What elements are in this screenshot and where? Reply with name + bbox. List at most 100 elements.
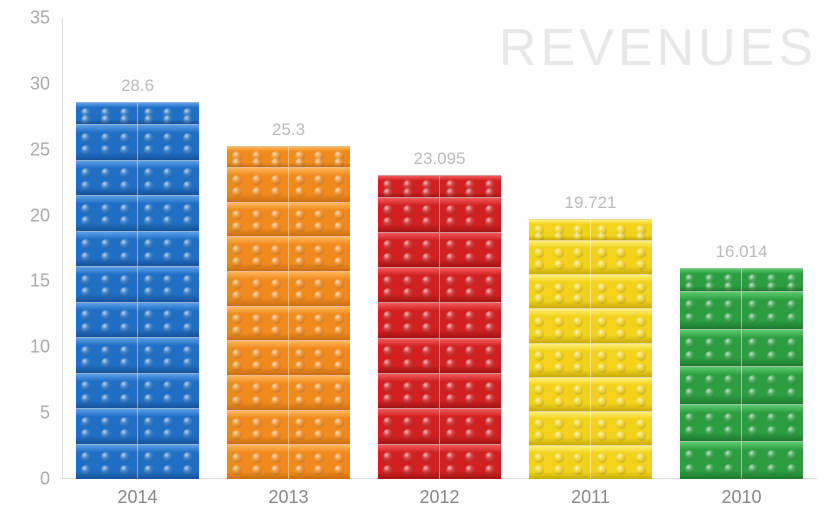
lego-stud xyxy=(724,351,734,361)
lego-stud xyxy=(422,253,432,263)
lego-stud xyxy=(573,419,583,429)
lego-stud xyxy=(144,204,154,214)
lego-stud xyxy=(485,452,495,462)
lego-stud xyxy=(383,311,393,321)
lego-stud xyxy=(705,300,715,310)
lego-stud xyxy=(101,429,111,439)
lego-stud xyxy=(787,426,797,436)
lego-stud xyxy=(163,452,173,462)
lego-brick xyxy=(227,167,351,202)
lego-stud xyxy=(144,429,154,439)
lego-stud xyxy=(573,260,583,270)
lego-stud xyxy=(232,222,242,232)
lego-stud xyxy=(314,418,324,428)
lego-stud xyxy=(383,188,393,197)
lego-stud xyxy=(485,359,495,369)
lego-stud xyxy=(636,260,646,270)
lego-stud xyxy=(787,450,797,460)
lego-stud xyxy=(636,351,646,361)
lego-stud xyxy=(252,187,262,197)
lego-stud xyxy=(81,394,91,404)
lego-stud xyxy=(232,187,242,197)
lego-stud xyxy=(573,363,583,373)
lego-stud xyxy=(120,381,130,391)
lego-stud xyxy=(334,291,344,301)
brick-half xyxy=(440,445,501,479)
brick-half xyxy=(591,378,652,411)
lego-stud xyxy=(724,300,734,310)
bar-slot: 19.721 xyxy=(515,18,666,479)
lego-stud xyxy=(101,381,111,391)
lego-stud xyxy=(403,429,413,439)
lego-stud xyxy=(534,248,544,258)
lego-stud xyxy=(163,417,173,427)
bar-slot: 23.095 xyxy=(364,18,515,479)
lego-stud xyxy=(120,252,130,262)
lego-stud xyxy=(534,329,544,339)
lego-stud xyxy=(597,453,607,463)
lego-stud xyxy=(295,361,305,371)
lego-stud xyxy=(120,323,130,333)
lego-stud xyxy=(748,464,758,474)
lego-stud xyxy=(81,452,91,462)
lego-stud xyxy=(597,248,607,258)
lego-stud xyxy=(314,465,324,475)
lego-stud xyxy=(724,413,734,423)
lego-stud xyxy=(446,311,456,321)
lego-stud xyxy=(252,210,262,220)
lego-brick xyxy=(378,302,502,337)
lego-stud xyxy=(232,314,242,324)
y-tick-label: 15 xyxy=(30,271,50,292)
lego-stud xyxy=(81,115,91,124)
lego-stud xyxy=(534,317,544,327)
lego-stud xyxy=(252,175,262,185)
lego-stud xyxy=(403,253,413,263)
lego-brick xyxy=(227,340,351,375)
lego-stud xyxy=(383,323,393,333)
lego-stud xyxy=(334,430,344,440)
lego-stud xyxy=(403,188,413,197)
lego-stud xyxy=(787,313,797,323)
lego-stud xyxy=(183,452,193,462)
lego-stud xyxy=(144,452,154,462)
brick-half xyxy=(680,269,742,291)
x-tick-label: 2011 xyxy=(515,479,666,523)
brick-half xyxy=(227,147,289,167)
lego-brick xyxy=(227,444,351,479)
lego-stud xyxy=(183,145,193,155)
lego-stud xyxy=(616,329,626,339)
lego-stud xyxy=(252,314,262,324)
lego-stud xyxy=(465,311,475,321)
lego-stud xyxy=(597,260,607,270)
lego-stud xyxy=(81,252,91,262)
lego-stud xyxy=(685,338,695,348)
lego-stud xyxy=(705,450,715,460)
lego-stud xyxy=(81,310,91,320)
lego-stud xyxy=(554,397,564,407)
lego-stud xyxy=(767,450,777,460)
bar: 28.6 xyxy=(76,102,200,479)
brick-half xyxy=(289,272,350,306)
lego-stud xyxy=(485,394,495,404)
lego-stud xyxy=(144,381,154,391)
lego-stud xyxy=(616,248,626,258)
lego-stud xyxy=(446,188,456,197)
lego-stud xyxy=(314,257,324,267)
lego-stud xyxy=(252,291,262,301)
brick-half xyxy=(440,409,501,443)
lego-stud xyxy=(163,168,173,178)
lego-brick xyxy=(227,375,351,410)
lego-stud xyxy=(403,240,413,250)
lego-stud xyxy=(271,279,281,289)
brick-half xyxy=(529,275,591,308)
lego-stud xyxy=(422,382,432,392)
lego-stud xyxy=(787,375,797,385)
lego-stud xyxy=(485,217,495,227)
lego-stud xyxy=(183,310,193,320)
brick-half xyxy=(138,445,199,480)
lego-brick xyxy=(227,410,351,445)
lego-stud xyxy=(271,396,281,406)
lego-stud xyxy=(597,317,607,327)
lego-brick xyxy=(227,271,351,306)
lego-stud xyxy=(383,417,393,427)
